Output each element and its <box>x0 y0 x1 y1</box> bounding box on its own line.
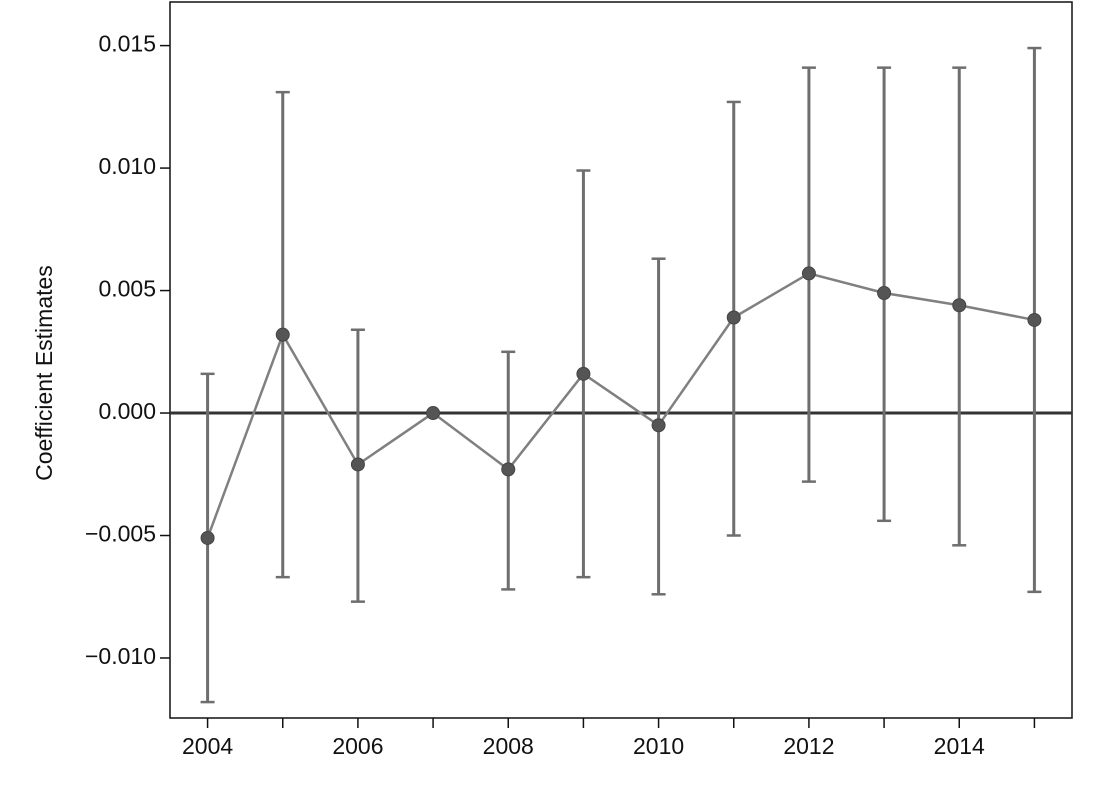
x-tick-label: 2010 <box>633 733 684 759</box>
estimate-point <box>501 462 516 477</box>
x-tick-label: 2004 <box>182 733 233 759</box>
plot-frame <box>169 1 1073 719</box>
estimate-point <box>576 366 591 381</box>
estimate-point <box>952 298 967 313</box>
estimate-point <box>350 457 365 472</box>
x-tick-label: 2014 <box>934 733 985 759</box>
y-tick-label: −0.010 <box>85 643 156 669</box>
estimate-point <box>651 418 666 433</box>
y-tick-label: 0.000 <box>98 398 156 424</box>
y-tick-label: 0.010 <box>98 153 156 179</box>
y-tick-label: 0.015 <box>98 31 156 57</box>
estimate-point <box>200 530 215 545</box>
estimate-point <box>275 327 290 342</box>
x-tick-label: 2006 <box>332 733 383 759</box>
y-tick-label: −0.005 <box>85 521 156 547</box>
estimate-point <box>801 266 816 281</box>
estimate-point <box>426 406 441 421</box>
x-tick-label: 2012 <box>783 733 834 759</box>
y-tick-label: 0.005 <box>98 276 156 302</box>
estimate-line <box>206 272 1035 539</box>
x-tick-label: 2008 <box>483 733 534 759</box>
y-axis-label: Coefficient Estimates <box>31 265 57 481</box>
estimate-point <box>877 286 892 301</box>
estimate-point <box>1027 312 1042 327</box>
estimate-point <box>726 310 741 325</box>
